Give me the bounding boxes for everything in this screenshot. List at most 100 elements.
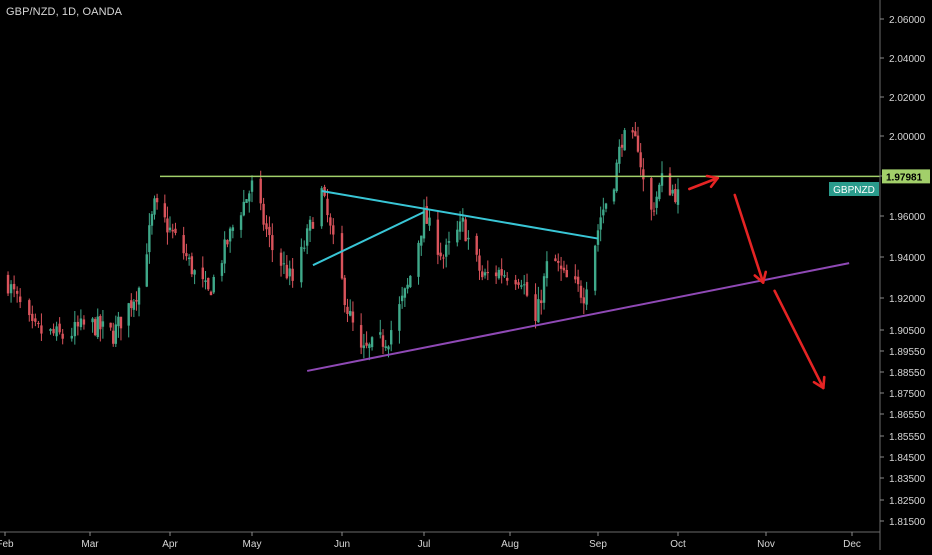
- candle-body: [291, 268, 294, 281]
- symbol-badge-box: [829, 182, 879, 196]
- candle-body: [370, 337, 374, 348]
- candle-body: [351, 311, 355, 323]
- candle-body: [406, 284, 409, 289]
- candle-body: [428, 217, 431, 226]
- x-tick-label: Oct: [670, 539, 686, 550]
- candle-body: [239, 215, 243, 230]
- candle-body: [422, 208, 426, 239]
- y-tick-label: 1.88550: [889, 368, 926, 379]
- candle-body: [185, 253, 188, 257]
- candle-body: [76, 321, 80, 327]
- y-tick-label: 1.82500: [889, 496, 926, 507]
- candle-body: [349, 310, 352, 316]
- candle-body: [634, 131, 637, 137]
- candle-body: [320, 188, 323, 227]
- candle-body: [329, 217, 332, 226]
- y-tick-label: 1.92000: [889, 294, 926, 305]
- y-tick-label: 1.81500: [889, 517, 926, 528]
- candle-body: [612, 189, 616, 202]
- candle-body: [18, 296, 22, 303]
- candle-body: [82, 319, 86, 325]
- projection-arrow-3-head: [812, 375, 826, 390]
- candle-body: [228, 228, 232, 242]
- candle-body: [61, 333, 64, 339]
- candle-body: [15, 290, 19, 294]
- candle-body: [166, 218, 169, 233]
- candle-body: [390, 330, 393, 345]
- candle-body: [540, 300, 543, 304]
- candle-body: [250, 180, 254, 192]
- candle-body: [101, 321, 105, 327]
- y-tick-label: 2.06000: [889, 15, 926, 26]
- candle-body: [226, 240, 229, 245]
- candle-body: [576, 276, 580, 285]
- candle-body: [288, 268, 291, 277]
- candle-body: [326, 198, 329, 216]
- candle-body: [620, 144, 624, 148]
- candle-body: [384, 346, 387, 349]
- candle-body: [582, 297, 586, 304]
- candle-body: [12, 283, 16, 290]
- candle-body: [579, 285, 583, 298]
- candle-body: [163, 203, 167, 218]
- price-label: 1.97981: [886, 172, 923, 183]
- candle-body: [220, 263, 224, 276]
- candle-body: [639, 152, 642, 168]
- candle-body: [593, 245, 597, 291]
- candle-body: [534, 294, 537, 321]
- candle-body: [55, 326, 58, 337]
- candle-body: [475, 235, 478, 255]
- candle-body: [365, 342, 368, 346]
- projection-arrow-2-head: [753, 270, 768, 284]
- candle-body: [554, 258, 557, 262]
- candle-body: [346, 306, 349, 314]
- candle-body: [585, 289, 588, 305]
- candle-body: [207, 277, 210, 290]
- candle-body: [34, 318, 37, 322]
- candle-body: [362, 345, 366, 349]
- candle-body: [545, 261, 549, 279]
- candle-body: [303, 247, 306, 249]
- candle-body: [31, 313, 34, 321]
- candle-body: [497, 269, 501, 279]
- candle-body: [676, 189, 680, 205]
- candle-body: [574, 276, 577, 280]
- candle-body: [520, 285, 523, 287]
- candle-body: [636, 135, 640, 152]
- candle-body: [201, 267, 204, 280]
- candle-body: [114, 324, 118, 344]
- candle-body: [96, 316, 99, 338]
- candle-body: [537, 299, 540, 323]
- candle-body: [557, 260, 560, 263]
- y-tick-label: 1.86550: [889, 410, 926, 421]
- candle-body: [262, 203, 265, 225]
- candle-body: [481, 271, 484, 278]
- candle-body: [503, 275, 506, 277]
- candle-body: [400, 295, 404, 302]
- candle-body: [132, 301, 136, 310]
- candle-body: [6, 274, 10, 294]
- y-tick-label: 1.87500: [889, 389, 926, 400]
- candle-body: [467, 237, 470, 240]
- candle-body: [417, 242, 420, 277]
- candle-body: [145, 254, 148, 287]
- y-tick-label: 1.84500: [889, 453, 926, 464]
- candle-body: [658, 184, 661, 200]
- candle-body: [542, 276, 546, 303]
- candle-body: [642, 169, 645, 180]
- chart-title: GBP/NZD, 1D, OANDA: [6, 6, 123, 18]
- candle-body: [174, 228, 177, 233]
- candle-body: [674, 189, 677, 202]
- candle-body: [655, 196, 658, 208]
- candle-body: [91, 318, 94, 323]
- candle-body: [464, 219, 467, 242]
- candle-body: [117, 316, 120, 327]
- y-tick-label: 2.02000: [889, 93, 926, 104]
- candle-body: [127, 303, 130, 326]
- candle-body: [525, 282, 529, 296]
- candle-body: [112, 330, 115, 344]
- candle-body: [279, 252, 283, 266]
